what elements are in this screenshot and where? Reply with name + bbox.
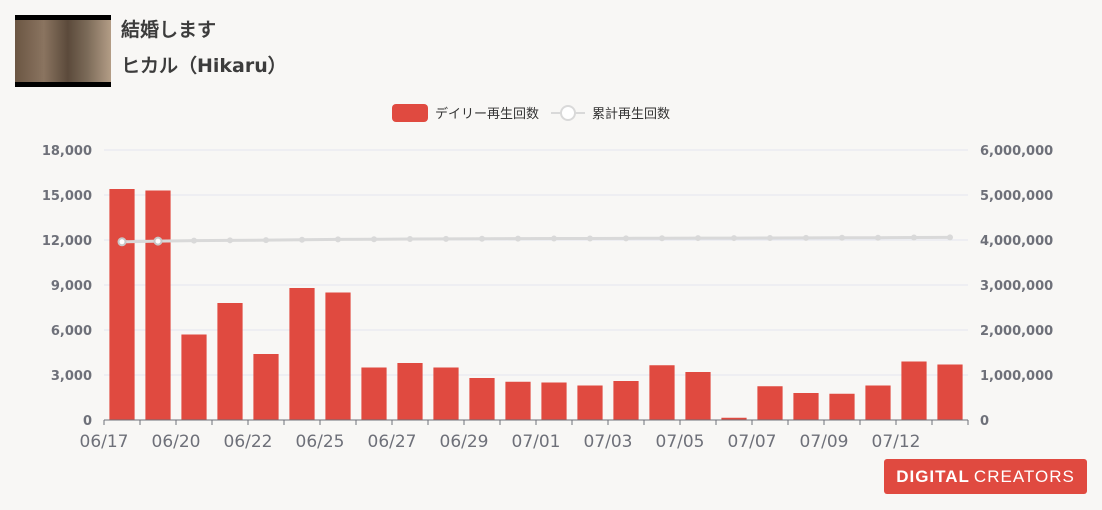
line-point — [695, 235, 701, 242]
line-point — [153, 236, 163, 246]
x-tick-label: 07/03 — [584, 432, 633, 452]
legend-label-cumulative: 累計再生回数 — [592, 107, 671, 122]
x-tick-label: 06/29 — [440, 432, 489, 452]
bar — [937, 364, 963, 420]
y-left-tick-label: 12,000 — [42, 234, 92, 249]
bar — [361, 367, 387, 420]
line-point — [227, 237, 233, 244]
legend-line-swatch — [551, 104, 586, 121]
bar — [433, 367, 459, 420]
y-right-tick-label: 4,000,000 — [980, 234, 1053, 249]
brand-logo-part2: CREATORS — [973, 466, 1075, 486]
line-point — [443, 235, 449, 242]
line-point — [911, 234, 917, 241]
y-left-tick-label: 0 — [83, 414, 92, 429]
line-point — [407, 236, 413, 243]
video-header: 結婚します ヒカル（Hikaru） — [15, 15, 287, 87]
line-point — [371, 236, 377, 243]
bar — [217, 303, 243, 420]
bar — [613, 381, 639, 420]
thumbnail-image — [15, 20, 111, 82]
bar — [577, 385, 603, 420]
bar — [829, 393, 855, 420]
y-left-tick-label: 18,000 — [42, 144, 92, 159]
x-tick-label: 07/12 — [872, 432, 921, 452]
line-point — [659, 235, 665, 242]
line-point — [335, 236, 341, 243]
x-tick-label: 06/20 — [152, 432, 201, 452]
y-left-tick-label: 6,000 — [51, 324, 92, 339]
bar — [901, 361, 927, 420]
x-tick-label: 07/05 — [656, 432, 705, 452]
line-point — [117, 237, 127, 247]
bar — [649, 365, 675, 420]
line-point — [839, 234, 845, 241]
y-left-tick-label: 3,000 — [51, 369, 92, 384]
y-right-tick-label: 2,000,000 — [980, 324, 1053, 339]
x-tick-label: 06/22 — [224, 432, 273, 452]
line-point — [299, 236, 305, 243]
y-left-tick-label: 15,000 — [42, 189, 92, 204]
x-tick-label: 06/25 — [296, 432, 345, 452]
bar — [109, 189, 135, 420]
line-point — [263, 237, 269, 244]
bar — [397, 363, 423, 420]
video-thumbnail[interactable] — [15, 15, 111, 87]
legend-label-daily: デイリー再生回数 — [435, 107, 540, 122]
bar — [289, 288, 315, 420]
x-tick-label: 07/09 — [800, 432, 849, 452]
x-tick-label: 06/27 — [368, 432, 417, 452]
legend-item-cumulative[interactable]: 累計再生回数 — [539, 103, 670, 122]
bar — [541, 382, 567, 420]
video-titles: 結婚します ヒカル（Hikaru） — [121, 15, 287, 87]
legend-item-daily[interactable]: デイリー再生回数 — [392, 103, 539, 122]
bar — [865, 385, 891, 420]
line-point — [587, 235, 593, 242]
chart-legend: デイリー再生回数 累計再生回数 — [392, 103, 670, 122]
bar — [253, 354, 279, 420]
line-point — [803, 234, 809, 241]
line-point — [191, 237, 197, 244]
brand-logo-part1: DIGITAL — [896, 466, 970, 486]
cumulative-line — [121, 235, 951, 244]
line-point — [731, 235, 737, 242]
bar — [469, 378, 495, 420]
bar — [325, 292, 351, 420]
y-right-tick-label: 1,000,000 — [980, 369, 1053, 384]
line-point — [767, 234, 773, 241]
video-title: 結婚します — [121, 19, 217, 41]
y-right-tick-label: 0 — [980, 414, 989, 429]
y-right-tick-label: 5,000,000 — [980, 189, 1053, 204]
line-point — [479, 235, 485, 242]
legend-bar-swatch — [392, 103, 428, 122]
brand-logo: DIGITAL CREATORS — [884, 459, 1087, 494]
bar — [721, 417, 747, 420]
bar — [757, 386, 783, 420]
line-point — [551, 235, 557, 242]
bar — [793, 393, 819, 420]
x-tick-label: 06/17 — [80, 432, 129, 452]
line-point — [875, 234, 881, 241]
bar — [181, 334, 207, 420]
bar — [505, 381, 531, 420]
channel-name: ヒカル（Hikaru） — [121, 55, 287, 77]
bar — [685, 372, 711, 420]
line-point — [947, 234, 953, 241]
y-right-tick-label: 6,000,000 — [980, 144, 1053, 159]
x-tick-label: 07/01 — [512, 432, 561, 452]
bar — [145, 190, 171, 420]
x-tick-label: 07/07 — [728, 432, 777, 452]
line-point — [515, 235, 521, 242]
y-left-tick-label: 9,000 — [51, 279, 92, 294]
y-right-tick-label: 3,000,000 — [980, 279, 1053, 294]
line-point — [623, 235, 629, 242]
